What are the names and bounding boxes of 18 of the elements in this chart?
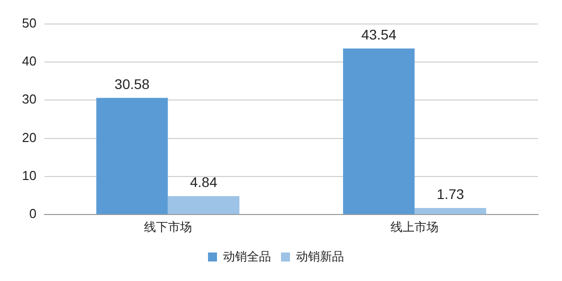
bar bbox=[343, 48, 415, 214]
data-label: 4.84 bbox=[190, 174, 218, 190]
bar bbox=[414, 208, 486, 214]
data-label: 1.73 bbox=[436, 186, 464, 202]
y-tick-label: 40 bbox=[22, 54, 36, 69]
y-tick-label: 20 bbox=[22, 130, 36, 145]
x-tick-label: 线下市场 bbox=[144, 220, 192, 234]
legend-label: 动销全品 bbox=[223, 249, 271, 264]
data-label: 43.54 bbox=[361, 26, 397, 42]
bar bbox=[96, 98, 168, 214]
y-tick-label: 50 bbox=[22, 15, 36, 30]
bar bbox=[168, 196, 240, 214]
x-tick-label: 线上市场 bbox=[390, 220, 439, 234]
y-tick-label: 0 bbox=[29, 206, 36, 222]
data-label: 30.58 bbox=[114, 76, 150, 92]
y-tick-label: 10 bbox=[22, 168, 36, 184]
legend-label: 动销新品 bbox=[296, 249, 344, 264]
y-tick-label: 30 bbox=[22, 92, 36, 107]
